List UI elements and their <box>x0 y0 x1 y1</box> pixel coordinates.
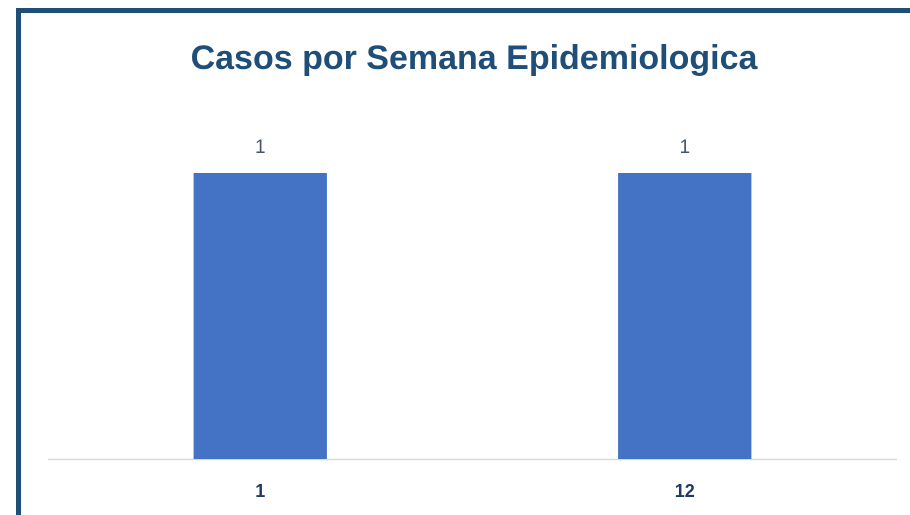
bar <box>193 173 327 459</box>
data-label: 1 <box>255 137 266 158</box>
bar <box>618 173 752 459</box>
x-tick-label: 12 <box>675 481 695 501</box>
data-label: 1 <box>679 137 690 158</box>
x-tick-label: 1 <box>255 481 265 501</box>
frame-top <box>16 8 910 13</box>
frame-left <box>16 8 21 515</box>
chart-title: Casos por Semana Epidemiologica <box>191 39 759 77</box>
